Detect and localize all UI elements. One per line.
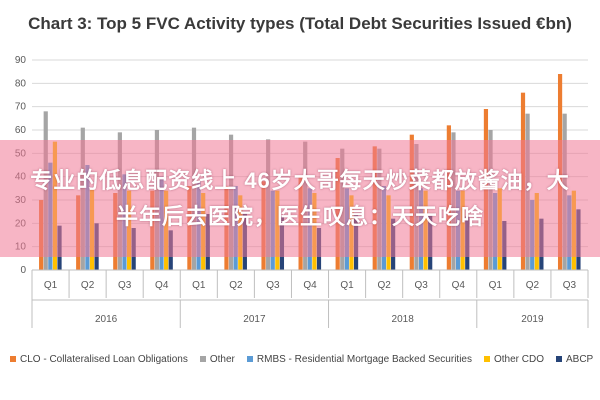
y-tick-label: 60 (15, 125, 27, 136)
y-tick-label: 80 (15, 78, 27, 89)
chart-title: Chart 3: Top 5 FVC Activity types (Total… (28, 14, 572, 33)
x-tick-label: Q3 (118, 280, 132, 291)
y-tick-label: 70 (15, 102, 27, 113)
year-label: 2019 (521, 314, 544, 325)
legend-swatch (199, 356, 206, 362)
legend-label: ABCP (566, 353, 594, 365)
x-tick-label: Q2 (377, 280, 391, 291)
overlay-banner[interactable]: 专业的低息配资线上 46岁大哥每天炒菜都放酱油，大半年后去医院，医生叹息：天天吃… (0, 140, 600, 257)
x-tick-label: Q4 (155, 280, 169, 291)
x-tick-label: Q3 (266, 280, 280, 291)
legend-swatch (10, 356, 16, 362)
legend-item: ABCP (556, 354, 593, 365)
legend-label: CLO - Collateralised Loan Obligations (20, 353, 188, 365)
x-tick-label: Q1 (192, 280, 206, 291)
legend-swatch (483, 356, 490, 362)
x-axis: Q1 Q2 Q3 Q4 Q1 Q2 Q3 Q4 Q1 Q2 Q3 Q4 Q1 Q2 Q3 2016 2017 20… (31, 269, 589, 328)
year-label: 2016 (95, 314, 118, 325)
legend-item: CLO - Collateralised Loan Obligations (10, 354, 188, 365)
x-tick-label: Q3 (563, 280, 577, 291)
x-tick-label: Q1 (340, 280, 354, 291)
y-tick-label: 90 (15, 55, 27, 66)
x-tick-label: Q2 (81, 280, 95, 291)
year-label: 2018 (392, 314, 415, 325)
legend-label: RMBS - Residential Mortgage Backed Secur… (256, 353, 472, 365)
x-tick-label: Q1 (489, 280, 503, 291)
legend-label: Other (209, 353, 235, 365)
legend-item: RMBS - Residential Mortgage Backed Secur… (246, 353, 472, 365)
legend-item: Other (199, 353, 235, 365)
year-label: 2017 (243, 314, 266, 325)
x-tick-label: Q4 (452, 280, 466, 291)
legend-item: Other CDO (483, 353, 544, 365)
overlay-text: 专业的低息配资线上 46岁大哥每天炒菜都放酱油，大半年后去医院，医生叹息：天天吃… (30, 167, 570, 229)
x-tick-label: Q3 (415, 280, 429, 291)
y-tick-label: 0 (20, 265, 26, 276)
x-tick-label: Q1 (44, 280, 58, 291)
x-tick-label: Q2 (229, 280, 243, 291)
x-tick-label: Q4 (303, 280, 317, 291)
legend: CLO - Collateralised Loan Obligations Oth… (10, 349, 595, 369)
legend-label: Other CDO (493, 353, 544, 365)
legend-swatch (556, 356, 562, 362)
x-tick-label: Q2 (526, 280, 540, 291)
legend-swatch (246, 356, 253, 362)
